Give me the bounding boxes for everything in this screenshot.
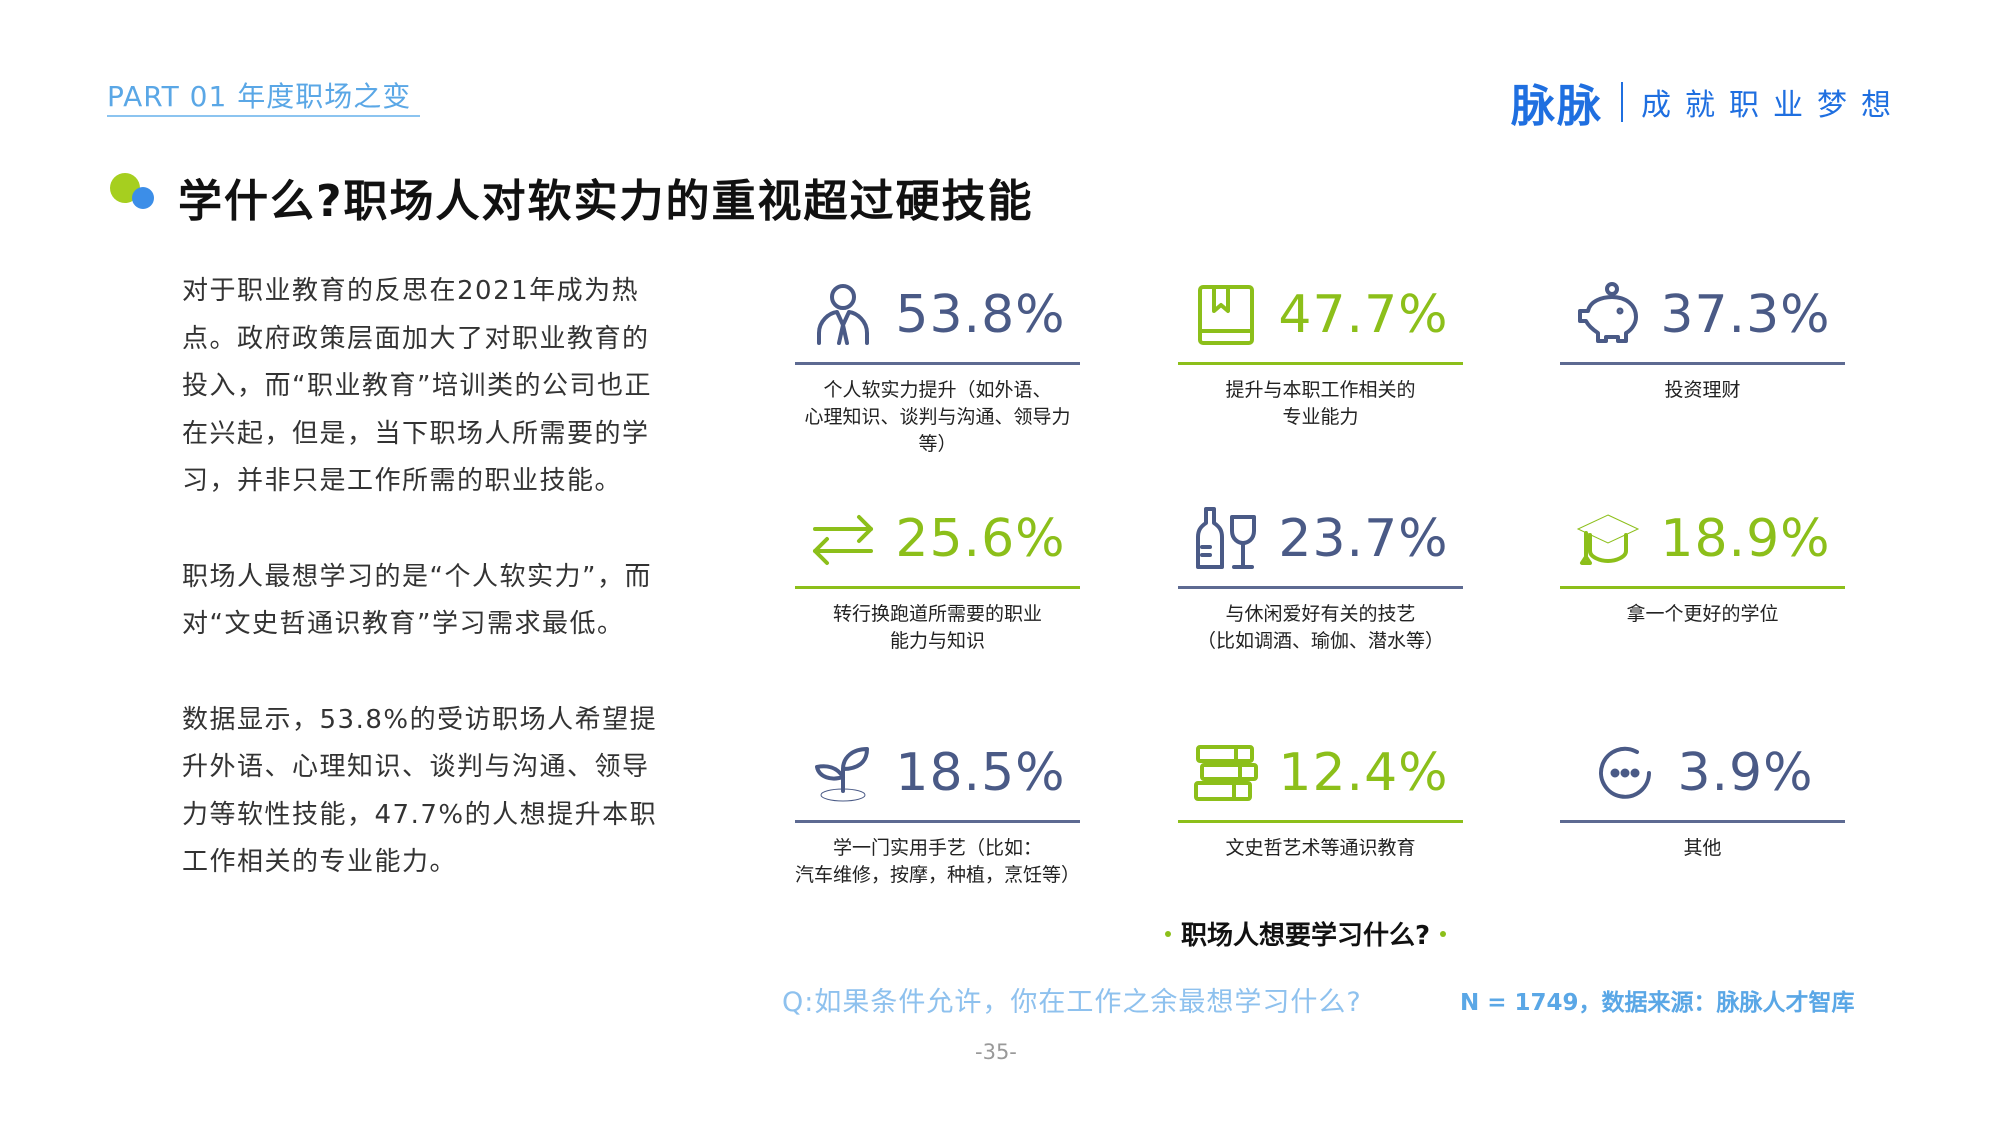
stat-liberal-arts: 12.4% 文史哲艺术等通识教育 — [1178, 728, 1463, 862]
bullet-dot — [1440, 930, 1447, 937]
stat-divider — [1560, 362, 1845, 365]
stat-label: 拿一个更好的学位 — [1626, 603, 1779, 625]
graduation-cap-icon — [1577, 514, 1640, 565]
stat-label: 其他 — [1683, 837, 1722, 859]
stat-label: 学一门实用手艺（比如： 汽车维修，按摩，种植，烹饪等） — [795, 837, 1081, 886]
chart-subtitle: 职场人想要学习什么? — [1155, 915, 1456, 952]
stat-hobby: 23.7% 与休闲爱好有关的技艺 （比如调酒、瑜伽、潜水等） — [1178, 494, 1463, 655]
stat-divider — [1560, 820, 1845, 823]
brand-divider — [1621, 82, 1623, 122]
stat-divider — [1560, 586, 1845, 589]
stat-divider — [795, 586, 1080, 589]
page-title: 学什么?职场人对软实力的重视超过硬技能 — [178, 176, 1034, 227]
stat-craft: 18.5% 学一门实用手艺（比如： 汽车维修，按摩，种植，烹饪等） — [795, 728, 1080, 889]
bullet-dot — [1165, 930, 1171, 937]
stat-value: 53.8% — [895, 285, 1066, 345]
stat-label: 提升与本职工作相关的 专业能力 — [1225, 379, 1416, 428]
data-source: N = 1749，数据来源：脉脉人才智库 — [1460, 990, 1855, 1016]
title-bullet-icon — [110, 173, 154, 209]
person-tie-icon — [817, 284, 870, 345]
body-paragraph: 职场人最想学习的是“个人软实力”，而对“文史哲通识教育”学习需求最低。 — [182, 561, 652, 640]
stat-professional: 47.7% 提升与本职工作相关的 专业能力 — [1178, 270, 1463, 431]
page-number: -35- — [975, 1040, 1017, 1064]
stat-value: 47.7% — [1278, 285, 1449, 345]
stat-divider — [795, 362, 1080, 365]
stat-degree: 18.9% 拿一个更好的学位 — [1560, 494, 1845, 628]
brand-logo: 脉脉 — [1511, 81, 1603, 132]
brand-slogan: 成就职业梦想 — [1641, 88, 1905, 123]
swap-arrows-icon — [813, 515, 874, 565]
body-paragraph: 数据显示，53.8%的受访职场人希望提升外语、心理知识、谈判与沟通、领导力等软性… — [182, 704, 658, 878]
stat-value: 18.9% — [1660, 509, 1831, 569]
subtitle-text: 职场人想要学习什么? — [1181, 921, 1431, 951]
stat-divider — [795, 820, 1080, 823]
body-text: 对于职业教育的反思在2021年成为热点。政府政策层面加大了对职业教育的投入，而“… — [182, 268, 672, 935]
stat-divider — [1178, 362, 1463, 365]
brand: 脉脉 成就职业梦想 — [1511, 70, 1905, 134]
stat-label: 个人软实力提升（如外语、 心理知识、谈判与沟通、领导力等） — [804, 379, 1071, 455]
part-underline — [107, 115, 420, 117]
part-label: PART 01 年度职场之变 — [107, 80, 412, 113]
survey-question: Q:如果条件允许，你在工作之余最想学习什么? — [782, 987, 1362, 1018]
stat-value: 37.3% — [1660, 285, 1831, 345]
stat-value: 25.6% — [895, 509, 1066, 569]
stat-career-change: 25.6% 转行换跑道所需要的职业 能力与知识 — [795, 494, 1080, 655]
stat-value: 12.4% — [1278, 743, 1449, 803]
stat-value: 3.9% — [1677, 743, 1814, 803]
body-paragraph: 对于职业教育的反思在2021年成为热点。政府政策层面加大了对职业教育的投入，而“… — [182, 276, 652, 496]
sprout-icon — [815, 747, 870, 802]
stat-soft-skills: 53.8% 个人软实力提升（如外语、 心理知识、谈判与沟通、领导力等） — [795, 270, 1080, 458]
stat-other: 3.9% 其他 — [1560, 728, 1845, 862]
stat-divider — [1178, 820, 1463, 823]
stat-divider — [1178, 586, 1463, 589]
stat-value: 18.5% — [895, 743, 1066, 803]
stat-label: 文史哲艺术等通识教育 — [1225, 837, 1416, 859]
stat-label: 与休闲爱好有关的技艺 （比如调酒、瑜伽、潜水等） — [1196, 603, 1444, 652]
ellipsis-circle-icon — [1599, 746, 1652, 799]
stat-label: 投资理财 — [1664, 379, 1741, 401]
wine-bottle-glass-icon — [1196, 507, 1257, 569]
stat-label: 转行换跑道所需要的职业 能力与知识 — [832, 603, 1042, 652]
stat-value: 23.7% — [1278, 509, 1449, 569]
piggy-bank-icon — [1578, 282, 1639, 343]
stat-investment: 37.3% 投资理财 — [1560, 270, 1845, 404]
book-icon — [1198, 285, 1255, 345]
books-stack-icon — [1194, 745, 1259, 801]
